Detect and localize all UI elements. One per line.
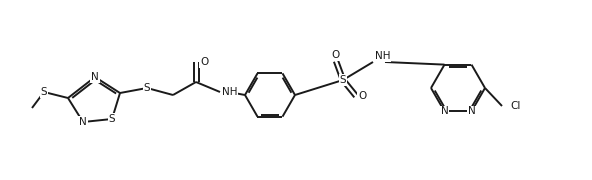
Text: S: S — [144, 83, 150, 93]
Text: NH: NH — [375, 51, 391, 61]
Text: O: O — [358, 91, 366, 101]
Text: N: N — [468, 106, 475, 116]
Text: N: N — [440, 106, 448, 116]
Text: S: S — [109, 114, 115, 124]
Text: S: S — [41, 87, 47, 97]
Text: Cl: Cl — [510, 101, 520, 111]
Text: NH: NH — [222, 87, 237, 97]
Text: N: N — [79, 117, 87, 127]
Text: O: O — [200, 57, 208, 67]
Text: N: N — [91, 72, 99, 82]
Text: O: O — [332, 50, 340, 60]
Text: S: S — [340, 75, 346, 85]
